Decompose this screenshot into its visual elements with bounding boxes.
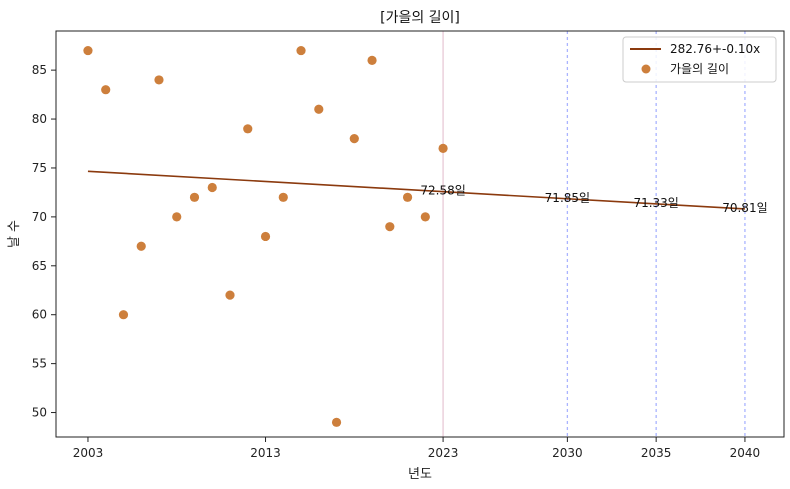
x-tick-label: 2003: [73, 446, 104, 460]
trend-line: [87, 170, 745, 210]
legend-points-swatch: [641, 64, 651, 74]
data-point: [438, 143, 448, 153]
y-tick-label: 85: [32, 63, 47, 77]
data-point: [136, 241, 146, 251]
annotation-label: 71.33일: [633, 196, 678, 210]
data-point: [260, 231, 271, 242]
data-point: [154, 75, 164, 85]
data-point: [118, 310, 129, 320]
x-tick-label: 2030: [552, 446, 583, 460]
plot-frame: [55, 30, 785, 438]
x-tick-label: 2040: [730, 446, 761, 460]
data-point: [172, 212, 182, 222]
y-tick-label: 80: [32, 112, 47, 126]
data-point: [225, 290, 235, 300]
data-point: [331, 417, 342, 427]
data-point: [101, 85, 111, 95]
data-point: [189, 192, 200, 202]
y-axis-title: 날 수: [7, 220, 22, 248]
data-point: [207, 182, 217, 193]
x-axis-title: 년도: [408, 467, 432, 482]
y-tick-label: 75: [32, 161, 47, 175]
annotation-label: 72.58일: [420, 184, 465, 198]
data-point: [349, 134, 359, 144]
annotation-label: 70.81일: [722, 201, 767, 215]
annotation-label: 71.85일: [545, 191, 590, 205]
chart-title: [가을의 길이]: [380, 10, 460, 26]
y-tick-label: 65: [32, 259, 47, 273]
x-tick-label: 2023: [428, 446, 459, 460]
x-tick-label: 2035: [641, 446, 672, 460]
y-tick-label: 50: [32, 406, 47, 420]
data-point: [314, 104, 324, 114]
legend: 282.76+-0.10x 가을의 길이: [622, 36, 777, 83]
data-point: [243, 124, 253, 134]
data-point: [367, 55, 377, 65]
data-point: [296, 45, 306, 56]
data-point: [83, 45, 93, 56]
legend-trend-label: 282.76+-0.10x: [670, 42, 760, 56]
y-tick-label: 60: [32, 308, 47, 322]
y-tick-label: 55: [32, 357, 47, 371]
data-point: [420, 212, 430, 222]
legend-frame: [622, 36, 777, 83]
x-tick-label: 2013: [250, 446, 281, 460]
data-point: [278, 192, 288, 202]
y-tick-label: 70: [32, 210, 47, 224]
data-point: [402, 192, 413, 202]
legend-points-label: 가을의 길이: [670, 62, 729, 76]
data-point: [385, 222, 395, 232]
